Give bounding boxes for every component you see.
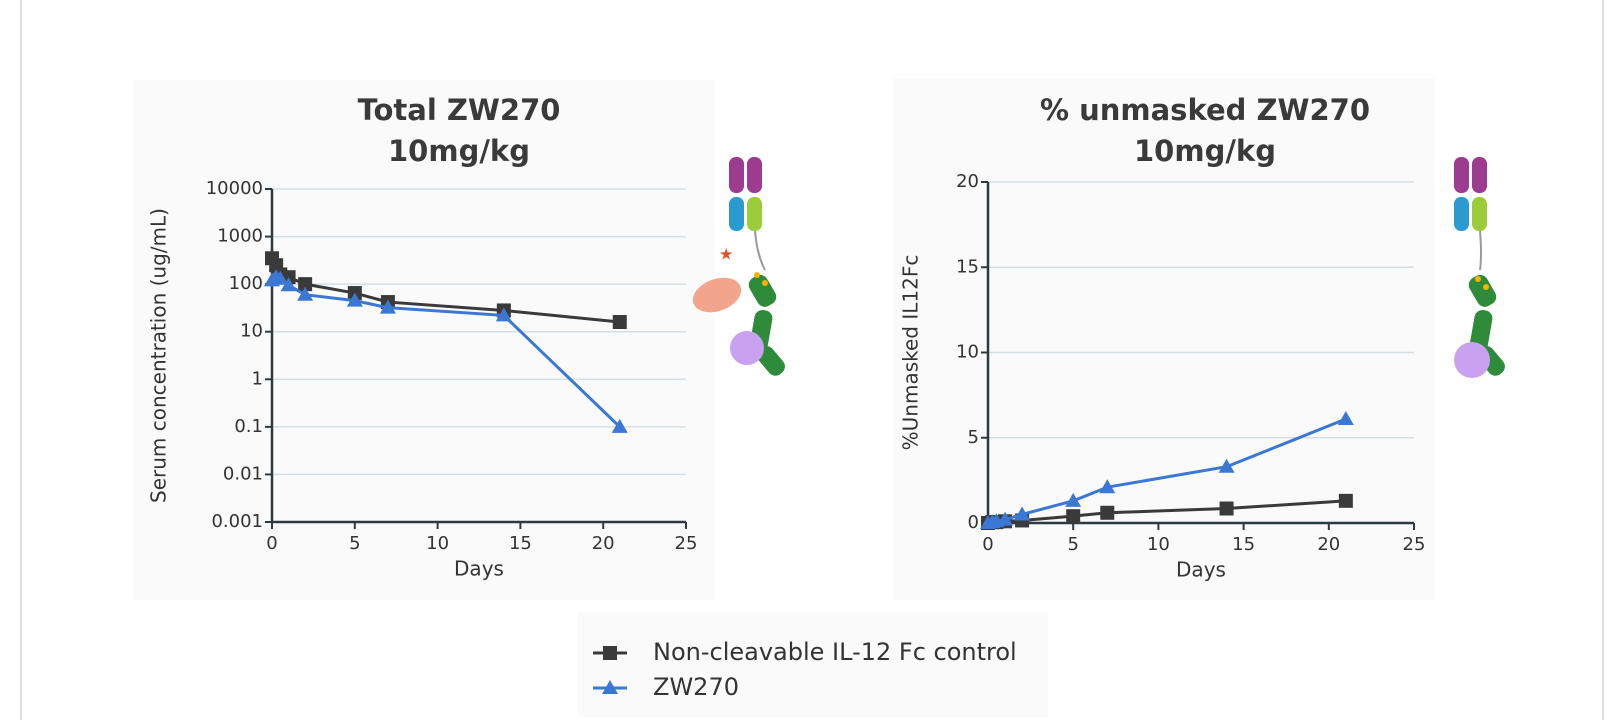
chart-title: Total ZW270 (358, 93, 561, 127)
x-tick-label: 25 (1403, 534, 1426, 555)
y-tick-label: 20 (956, 171, 979, 192)
marker (1066, 509, 1081, 524)
x-tick-label: 15 (509, 533, 532, 554)
marker (379, 299, 396, 314)
y-tick-label: 0.001 (211, 511, 263, 532)
y-tick-label: 10000 (206, 178, 263, 199)
y-tick-label: 1 (252, 368, 263, 389)
molecule-icon: ★ (692, 157, 785, 376)
chart-subtitle: 10mg/kg (388, 134, 530, 168)
marker (297, 286, 314, 301)
y-tick-label: 100 (229, 273, 263, 294)
y-tick-label: 0.01 (223, 463, 263, 484)
y-tick-label: 10 (956, 342, 979, 363)
marker (1337, 410, 1354, 425)
marker (495, 307, 512, 322)
chart-subtitle: 10mg/kg (1134, 134, 1276, 168)
legend-panel (578, 612, 1048, 717)
svg-text:★: ★ (719, 245, 733, 264)
y-tick-label: 5 (968, 427, 979, 448)
y-tick-label: 1000 (217, 226, 263, 247)
panel (133, 80, 715, 600)
x-tick-label: 20 (1317, 534, 1340, 555)
marker (1218, 458, 1235, 473)
marker (1014, 506, 1031, 521)
panel (893, 78, 1435, 600)
marker (997, 511, 1014, 526)
marker (1099, 479, 1116, 494)
marker (602, 680, 618, 694)
chart-title: % unmasked ZW270 (1040, 93, 1370, 127)
x-axis-label: Days (1176, 558, 1226, 582)
legend-label: Non-cleavable IL-12 Fc control (653, 638, 1017, 666)
x-tick-label: 0 (982, 534, 993, 555)
x-tick-label: 20 (592, 533, 615, 554)
marker (298, 277, 313, 292)
x-tick-label: 25 (675, 533, 698, 554)
x-tick-label: 15 (1232, 534, 1255, 555)
marker (272, 270, 289, 285)
marker (612, 315, 627, 330)
marker (1065, 492, 1082, 507)
y-axis-label: %Unmasked IL12Fc (899, 255, 923, 451)
y-tick-label: 0 (968, 512, 979, 533)
marker (346, 292, 363, 307)
y-tick-label: 10 (240, 321, 263, 342)
x-tick-label: 0 (266, 533, 277, 554)
x-tick-label: 10 (1147, 534, 1170, 555)
y-tick-label: 15 (956, 256, 979, 277)
molecule-icon (1454, 157, 1505, 378)
x-tick-label: 5 (349, 533, 360, 554)
x-axis-label: Days (454, 557, 504, 581)
x-tick-label: 10 (426, 533, 449, 554)
marker (280, 277, 297, 292)
marker (603, 646, 617, 660)
y-tick-label: 0.1 (234, 416, 263, 437)
marker (1100, 505, 1115, 520)
marker (1219, 501, 1234, 516)
marker (1338, 493, 1353, 508)
x-tick-label: 5 (1067, 534, 1078, 555)
marker (611, 418, 628, 433)
legend-label: ZW270 (653, 673, 739, 701)
y-axis-label: Serum concentration (ug/mL) (147, 208, 171, 503)
